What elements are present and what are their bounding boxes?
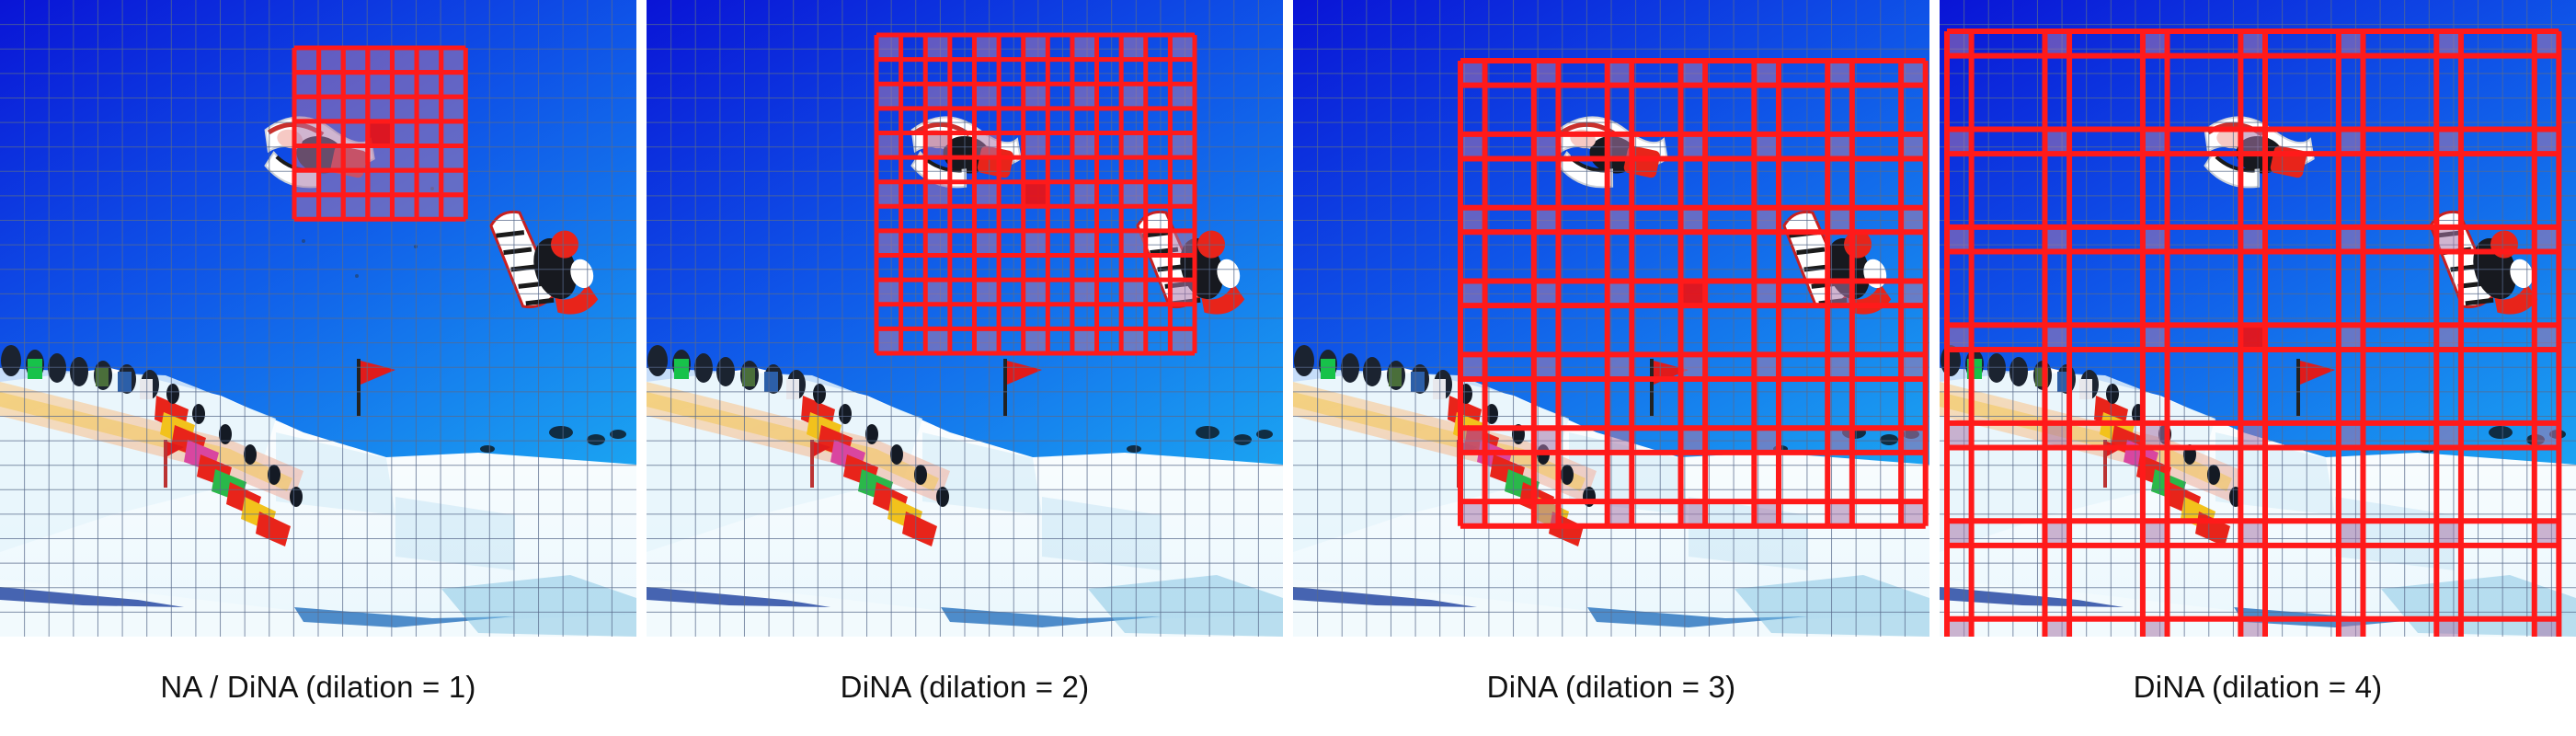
scene-svg-1 [0, 0, 636, 637]
caption-dilation-3: DiNA (dilation = 3) [1486, 670, 1736, 704]
caption-row: NA / DiNA (dilation = 1) DiNA (dilation … [0, 638, 2576, 736]
panel-dilation-1[interactable] [0, 0, 636, 637]
scene-image-3 [1293, 0, 1929, 637]
scene-image-4 [1940, 0, 2576, 637]
panel-dilation-3[interactable] [1293, 0, 1929, 637]
scene-image-1 [0, 0, 636, 637]
caption-dilation-4: DiNA (dilation = 4) [2133, 670, 2383, 704]
scene-svg-3 [1293, 0, 1929, 637]
scene-svg-2 [647, 0, 1283, 637]
panel-dilation-4[interactable] [1940, 0, 2576, 637]
panel-dilation-2[interactable] [647, 0, 1283, 637]
panel-row [0, 0, 2576, 637]
scene-image-2 [647, 0, 1283, 637]
caption-dilation-1: NA / DiNA (dilation = 1) [160, 670, 476, 704]
scene-svg-4 [1940, 0, 2576, 637]
caption-dilation-2: DiNA (dilation = 2) [840, 670, 1090, 704]
